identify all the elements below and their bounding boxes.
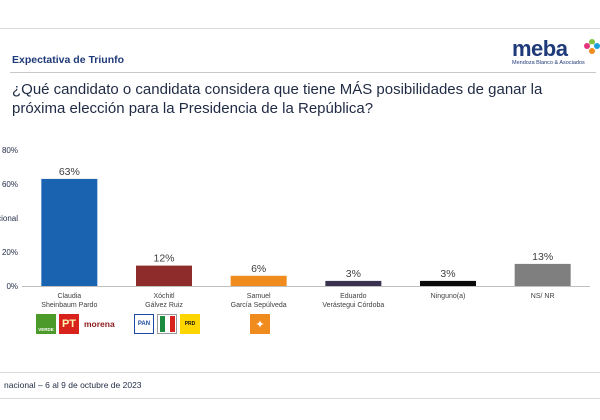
mc-party-logo: ✦: [250, 314, 270, 334]
section-title: Expectativa de Triunfo: [12, 54, 125, 66]
footer-date: nacional – 6 al 9 de octubre de 2023: [4, 380, 142, 390]
bar: [514, 263, 571, 286]
category-label: Eduardo: [340, 293, 367, 300]
y-tick-label: 20%: [2, 248, 18, 257]
verde-party-logo: VERDE: [36, 314, 56, 334]
top-divider: [0, 28, 600, 29]
bar-chart: 0% 20% nacional 60% 80% 63% Claudia Sheinbaum P…: [0, 146, 590, 309]
party-logos-sheinbaum: VERDE PT morena: [36, 314, 117, 334]
bar: [136, 265, 192, 286]
bottom-divider: [0, 398, 600, 399]
survey-question: ¿Qué candidato o candidata considera que…: [12, 81, 543, 117]
prd-party-logo: PRD: [180, 314, 200, 334]
header-divider: [10, 72, 596, 73]
data-label: 12%: [153, 253, 174, 265]
y-tick-label: 80%: [2, 146, 18, 155]
bar: [325, 280, 382, 286]
bar: [230, 275, 287, 286]
category-label: NS/ NR: [531, 293, 555, 300]
pt-party-logo: PT: [59, 314, 79, 334]
logo-flower-icon: [584, 39, 600, 54]
logo-subtitle: Mendoza Blanco & Asociados: [512, 60, 585, 66]
party-logos-galvez: PAN PRD: [134, 314, 200, 334]
y-tick-label: 60%: [2, 180, 18, 189]
data-label: 3%: [346, 268, 361, 280]
morena-party-logo: morena: [84, 319, 115, 329]
category-label: Claudia: [57, 293, 81, 300]
bar: [420, 280, 476, 286]
pri-party-logo: [157, 314, 177, 334]
category-label: Ninguno(a): [431, 293, 466, 300]
data-label: 6%: [251, 263, 266, 275]
category-label: Samuel: [247, 293, 271, 300]
party-logos-garcia: ✦: [250, 314, 270, 334]
data-label: 63%: [59, 166, 80, 178]
bar: [41, 178, 98, 286]
category-label: Sheinbaum Pardo: [41, 302, 97, 309]
data-label: 13%: [532, 251, 553, 263]
category-label: Gálvez Ruiz: [145, 302, 183, 309]
y-tick-label: nacional: [0, 214, 18, 223]
category-label: García Sepúlveda: [231, 302, 287, 309]
category-label: Verástegui Córdoba: [322, 302, 384, 309]
data-label: 3%: [440, 268, 455, 280]
pan-party-logo: PAN: [134, 314, 154, 334]
category-label: Xóchitl: [153, 293, 174, 300]
logo-wordmark: meba: [512, 36, 568, 61]
meba-logo: meba Mendoza Blanco & Asociados: [512, 38, 600, 68]
y-tick-label: 0%: [6, 282, 18, 291]
footer-divider: [0, 372, 600, 373]
